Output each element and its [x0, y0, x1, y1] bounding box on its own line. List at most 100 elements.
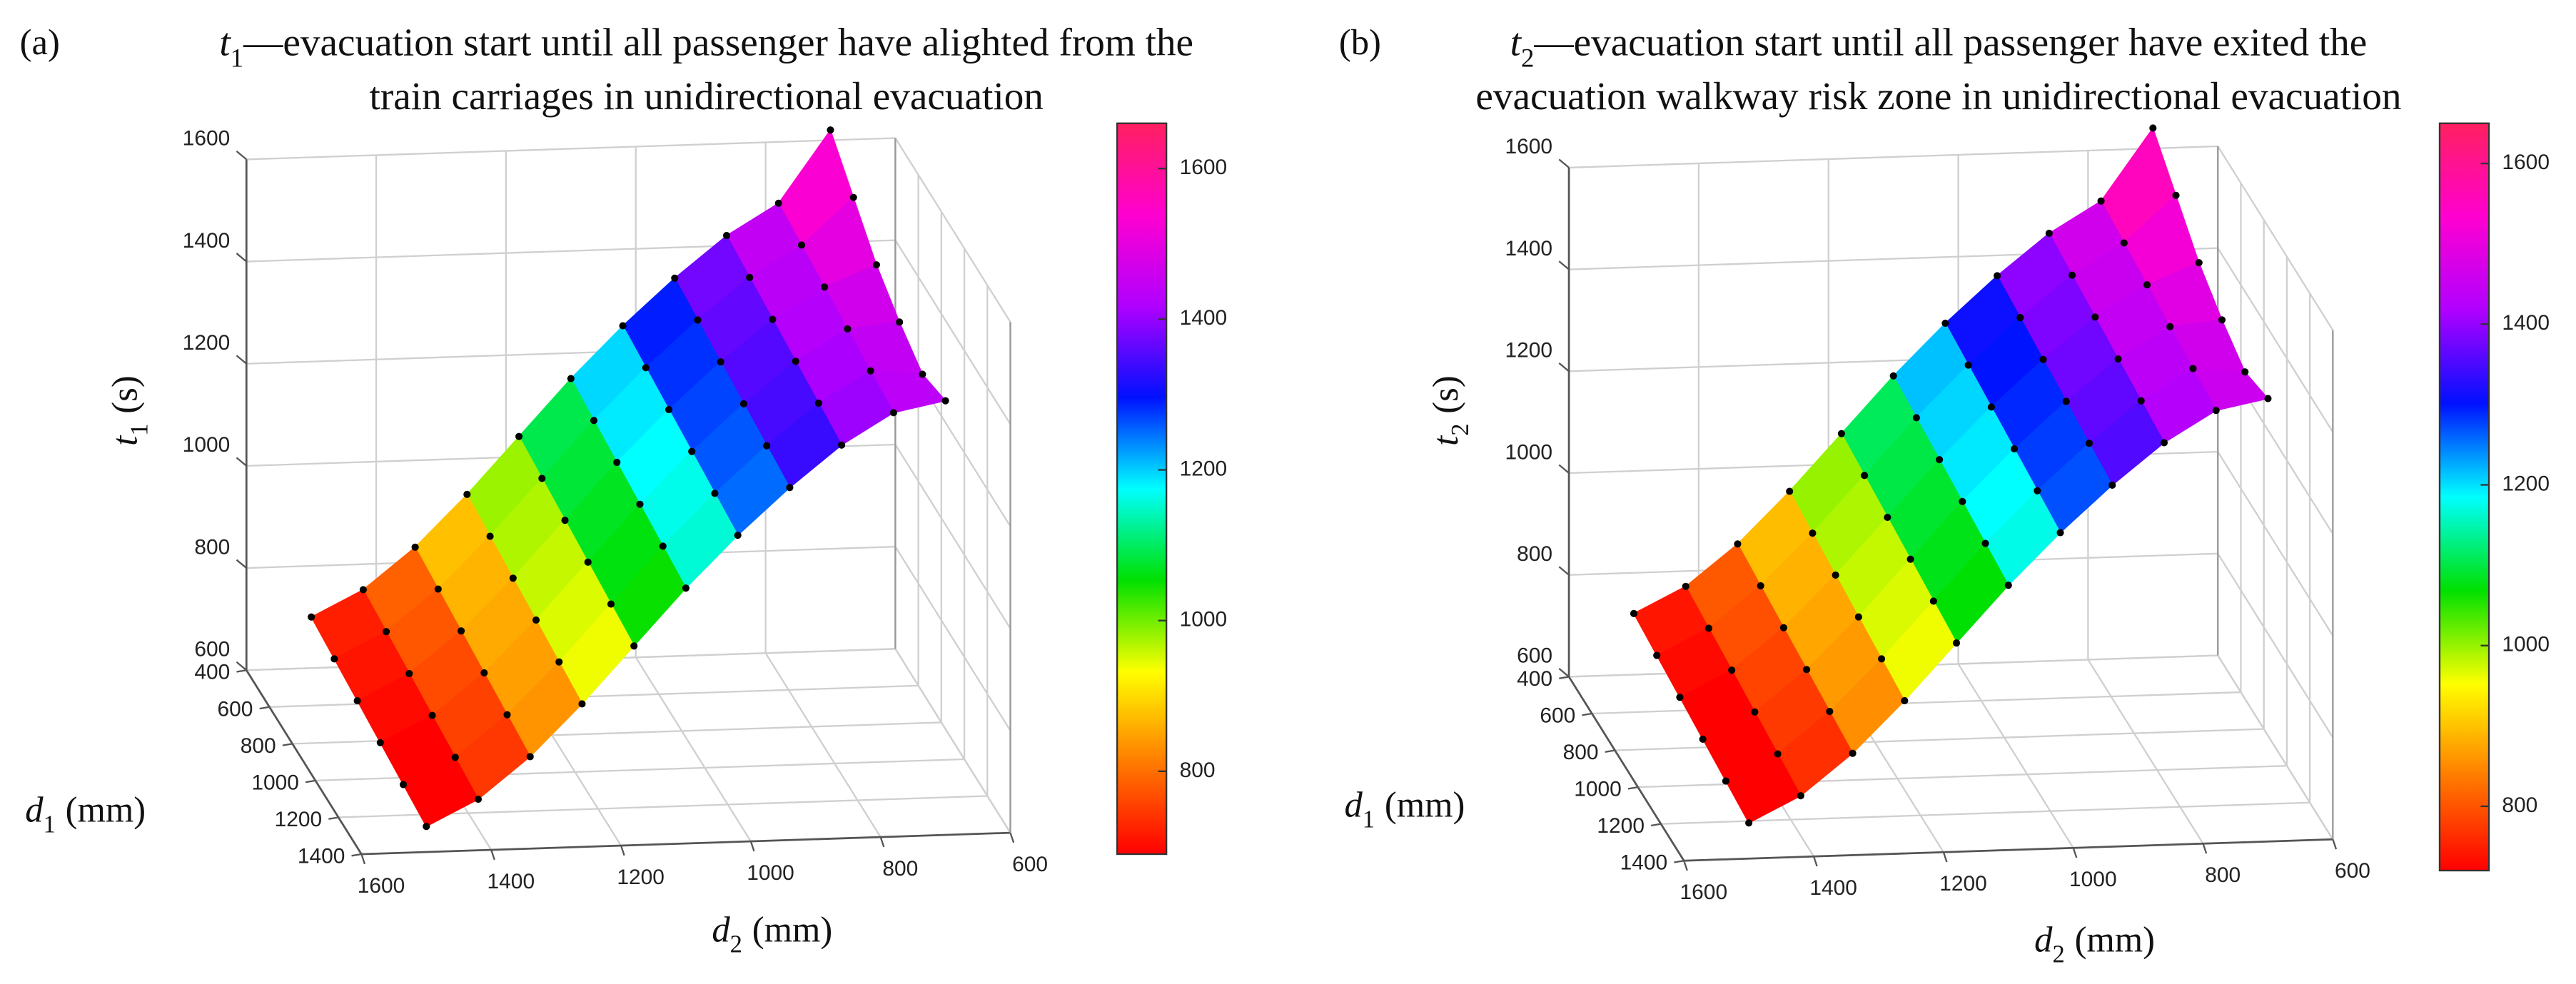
- data-point: [763, 442, 771, 450]
- data-point: [642, 364, 650, 372]
- data-point: [722, 232, 731, 240]
- grid-line: [2217, 146, 2334, 331]
- z-tick-label: 800: [194, 535, 230, 559]
- data-point: [774, 199, 782, 207]
- y-tick-label: 1400: [1620, 851, 1668, 875]
- data-point: [688, 447, 696, 455]
- data-point: [1751, 708, 1759, 716]
- data-point: [1964, 361, 1972, 369]
- data-point: [1728, 666, 1736, 674]
- colorbar-tick-label: 1600: [2502, 151, 2550, 174]
- data-point: [428, 711, 436, 719]
- label-symbol: d: [712, 909, 730, 949]
- tick-mark: [259, 706, 270, 710]
- z-tick-label: 1000: [183, 433, 231, 457]
- data-point: [383, 628, 390, 636]
- tick-mark: [236, 151, 247, 161]
- grid-line: [894, 240, 1011, 425]
- data-point: [1994, 272, 2001, 280]
- tick-mark: [879, 836, 885, 848]
- data-point: [578, 700, 586, 708]
- grid-line: [1660, 801, 2310, 825]
- data-point: [2056, 529, 2064, 537]
- data-point: [2010, 445, 2019, 453]
- y-tick-label: 400: [1517, 667, 1552, 691]
- label-symbol: d: [1344, 784, 1363, 824]
- data-point: [786, 484, 794, 492]
- data-point: [2137, 397, 2145, 405]
- tick-mark: [1942, 851, 1948, 863]
- y-tick-label: 1000: [251, 771, 299, 794]
- x-tick-label: 1200: [1939, 872, 1987, 896]
- data-point: [872, 261, 880, 269]
- colorbar: [1116, 122, 1168, 856]
- data-point: [590, 417, 598, 425]
- data-point: [1936, 456, 1944, 464]
- y-tick-label: 600: [1540, 704, 1575, 728]
- y-tick-label: 1200: [275, 808, 323, 831]
- z-tick-label: 1600: [183, 127, 231, 151]
- data-point: [480, 669, 488, 677]
- x-tick-label: 600: [2335, 859, 2370, 883]
- title-text: —evacuation start until all passenger ha…: [1533, 20, 2367, 64]
- colorbar-tick-label: 1000: [1180, 608, 1228, 632]
- tick-mark: [236, 253, 247, 263]
- data-point: [463, 490, 471, 498]
- data-point: [1884, 513, 1891, 522]
- data-point: [1889, 372, 1897, 380]
- x-tick-label: 1600: [358, 874, 405, 898]
- label-subscript: 1: [1363, 806, 1375, 833]
- data-point: [1901, 696, 1909, 705]
- x-tick-label: 1400: [488, 870, 535, 893]
- tick-mark: [1558, 260, 1570, 270]
- tick-mark: [2202, 843, 2208, 854]
- data-point: [2091, 313, 2099, 321]
- data-point: [607, 600, 615, 608]
- data-point: [1722, 777, 1729, 785]
- data-point: [1906, 555, 1914, 563]
- grid-line: [2217, 553, 2334, 739]
- data-point: [2039, 355, 2047, 363]
- data-point: [867, 367, 874, 375]
- tick-mark: [1605, 749, 1615, 753]
- data-point: [411, 543, 419, 551]
- z-tick-label: 1200: [183, 331, 231, 355]
- tick-mark: [1627, 786, 1638, 790]
- data-point: [2062, 397, 2070, 405]
- grid-line: [894, 648, 1011, 833]
- tick-mark: [1559, 676, 1570, 679]
- data-point: [694, 316, 702, 324]
- data-point: [1676, 694, 1684, 701]
- title-subscript: 1: [231, 44, 243, 73]
- axis-line: [1567, 676, 1685, 861]
- x-tick-label: 1000: [2069, 868, 2117, 891]
- data-point: [399, 781, 408, 788]
- data-point: [1809, 529, 1817, 537]
- data-point: [619, 322, 627, 330]
- colorbar: [2438, 122, 2490, 872]
- data-point: [1630, 609, 1638, 617]
- chart-title: t1—evacuation start until all passenger …: [219, 20, 1193, 72]
- y-tick-label: 800: [241, 734, 276, 758]
- data-point: [827, 126, 834, 134]
- tick-mark: [1558, 362, 1570, 372]
- title-subscript: 2: [1521, 44, 1534, 73]
- data-point: [423, 823, 430, 831]
- z-tick-label: 1200: [1505, 339, 1553, 362]
- data-point: [1878, 655, 1886, 663]
- data-point: [659, 542, 667, 550]
- z-tick-label: 800: [1517, 542, 1552, 566]
- label-symbol: t: [104, 435, 144, 446]
- x-tick-label: 1600: [1680, 881, 1728, 904]
- data-point: [474, 795, 483, 803]
- data-point: [821, 283, 829, 291]
- axis-label: d1 (mm): [1344, 784, 1465, 833]
- grid-line: [764, 652, 882, 838]
- data-point: [2097, 197, 2105, 205]
- colorbar-tick-label: 1400: [1180, 306, 1228, 330]
- axis-line: [361, 831, 1011, 856]
- data-point: [734, 532, 742, 539]
- data-point: [458, 627, 465, 635]
- colorbar-tick-label: 800: [1180, 759, 1216, 782]
- data-point: [1941, 319, 1949, 328]
